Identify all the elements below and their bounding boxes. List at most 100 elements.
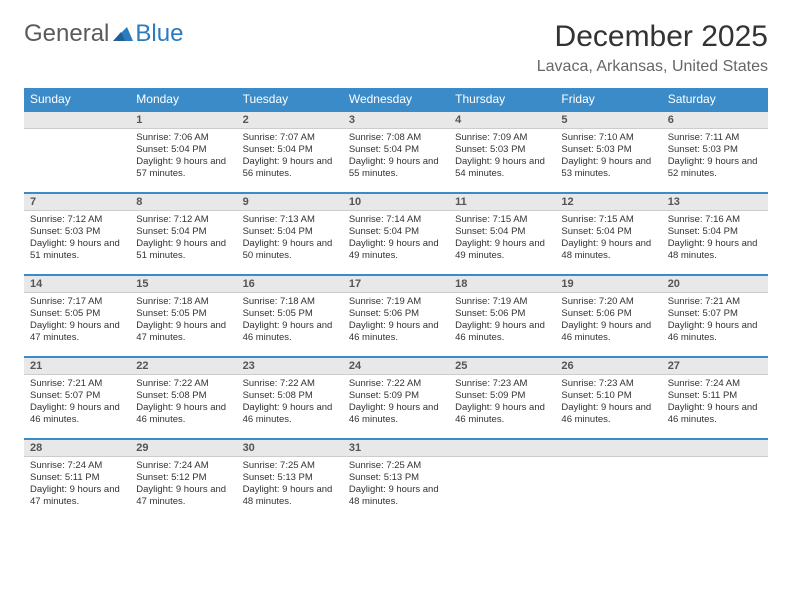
day-number: 28 [24, 440, 130, 457]
calendar-day-cell: 5Sunrise: 7:10 AMSunset: 5:03 PMDaylight… [555, 111, 661, 193]
day-details: Sunrise: 7:11 AMSunset: 5:03 PMDaylight:… [662, 129, 768, 186]
day-number: 30 [237, 440, 343, 457]
calendar-day-cell: 28Sunrise: 7:24 AMSunset: 5:11 PMDayligh… [24, 439, 130, 521]
calendar-day-cell: 22Sunrise: 7:22 AMSunset: 5:08 PMDayligh… [130, 357, 236, 439]
day-details: Sunrise: 7:22 AMSunset: 5:08 PMDaylight:… [237, 375, 343, 432]
day-number: 26 [555, 358, 661, 375]
day-number: 5 [555, 112, 661, 129]
day-details: Sunrise: 7:24 AMSunset: 5:11 PMDaylight:… [662, 375, 768, 432]
day-details: Sunrise: 7:25 AMSunset: 5:13 PMDaylight:… [343, 457, 449, 514]
day-number: 3 [343, 112, 449, 129]
brand-text-blue: Blue [135, 20, 183, 48]
day-number: 10 [343, 194, 449, 211]
day-details: Sunrise: 7:22 AMSunset: 5:09 PMDaylight:… [343, 375, 449, 432]
calendar-day-cell: 16Sunrise: 7:18 AMSunset: 5:05 PMDayligh… [237, 275, 343, 357]
calendar-day-cell: 15Sunrise: 7:18 AMSunset: 5:05 PMDayligh… [130, 275, 236, 357]
day-number: 19 [555, 276, 661, 293]
day-number-empty [24, 112, 130, 129]
calendar-day-cell: 20Sunrise: 7:21 AMSunset: 5:07 PMDayligh… [662, 275, 768, 357]
weekday-header: Friday [555, 88, 661, 111]
calendar-day-cell [662, 439, 768, 521]
brand-text-general: General [24, 20, 109, 48]
weekday-header: Thursday [449, 88, 555, 111]
calendar-day-cell: 30Sunrise: 7:25 AMSunset: 5:13 PMDayligh… [237, 439, 343, 521]
day-details: Sunrise: 7:18 AMSunset: 5:05 PMDaylight:… [130, 293, 236, 350]
calendar-week-row: 21Sunrise: 7:21 AMSunset: 5:07 PMDayligh… [24, 357, 768, 439]
calendar-day-cell: 2Sunrise: 7:07 AMSunset: 5:04 PMDaylight… [237, 111, 343, 193]
day-details: Sunrise: 7:12 AMSunset: 5:03 PMDaylight:… [24, 211, 130, 268]
calendar-day-cell [24, 111, 130, 193]
calendar-day-cell: 1Sunrise: 7:06 AMSunset: 5:04 PMDaylight… [130, 111, 236, 193]
calendar-table: SundayMondayTuesdayWednesdayThursdayFrid… [24, 88, 768, 521]
day-details: Sunrise: 7:24 AMSunset: 5:11 PMDaylight:… [24, 457, 130, 514]
calendar-header-row: SundayMondayTuesdayWednesdayThursdayFrid… [24, 88, 768, 111]
day-number: 14 [24, 276, 130, 293]
calendar-week-row: 14Sunrise: 7:17 AMSunset: 5:05 PMDayligh… [24, 275, 768, 357]
calendar-day-cell: 13Sunrise: 7:16 AMSunset: 5:04 PMDayligh… [662, 193, 768, 275]
day-number: 8 [130, 194, 236, 211]
day-number-empty [449, 440, 555, 457]
day-details: Sunrise: 7:18 AMSunset: 5:05 PMDaylight:… [237, 293, 343, 350]
day-number: 27 [662, 358, 768, 375]
weekday-header: Sunday [24, 88, 130, 111]
calendar-day-cell: 11Sunrise: 7:15 AMSunset: 5:04 PMDayligh… [449, 193, 555, 275]
calendar-day-cell: 21Sunrise: 7:21 AMSunset: 5:07 PMDayligh… [24, 357, 130, 439]
title-block: December 2025 Lavaca, Arkansas, United S… [537, 20, 768, 76]
calendar-day-cell: 8Sunrise: 7:12 AMSunset: 5:04 PMDaylight… [130, 193, 236, 275]
calendar-day-cell: 14Sunrise: 7:17 AMSunset: 5:05 PMDayligh… [24, 275, 130, 357]
calendar-day-cell: 18Sunrise: 7:19 AMSunset: 5:06 PMDayligh… [449, 275, 555, 357]
day-details: Sunrise: 7:08 AMSunset: 5:04 PMDaylight:… [343, 129, 449, 186]
calendar-day-cell: 26Sunrise: 7:23 AMSunset: 5:10 PMDayligh… [555, 357, 661, 439]
calendar-day-cell: 29Sunrise: 7:24 AMSunset: 5:12 PMDayligh… [130, 439, 236, 521]
calendar-day-cell: 27Sunrise: 7:24 AMSunset: 5:11 PMDayligh… [662, 357, 768, 439]
day-details: Sunrise: 7:17 AMSunset: 5:05 PMDaylight:… [24, 293, 130, 350]
calendar-day-cell: 9Sunrise: 7:13 AMSunset: 5:04 PMDaylight… [237, 193, 343, 275]
day-details: Sunrise: 7:13 AMSunset: 5:04 PMDaylight:… [237, 211, 343, 268]
weekday-header: Monday [130, 88, 236, 111]
day-details: Sunrise: 7:09 AMSunset: 5:03 PMDaylight:… [449, 129, 555, 186]
day-number: 12 [555, 194, 661, 211]
day-number: 6 [662, 112, 768, 129]
calendar-day-cell: 23Sunrise: 7:22 AMSunset: 5:08 PMDayligh… [237, 357, 343, 439]
day-details: Sunrise: 7:06 AMSunset: 5:04 PMDaylight:… [130, 129, 236, 186]
day-number: 25 [449, 358, 555, 375]
day-details: Sunrise: 7:20 AMSunset: 5:06 PMDaylight:… [555, 293, 661, 350]
day-details: Sunrise: 7:10 AMSunset: 5:03 PMDaylight:… [555, 129, 661, 186]
calendar-day-cell: 6Sunrise: 7:11 AMSunset: 5:03 PMDaylight… [662, 111, 768, 193]
calendar-week-row: 28Sunrise: 7:24 AMSunset: 5:11 PMDayligh… [24, 439, 768, 521]
calendar-day-cell: 10Sunrise: 7:14 AMSunset: 5:04 PMDayligh… [343, 193, 449, 275]
day-details: Sunrise: 7:14 AMSunset: 5:04 PMDaylight:… [343, 211, 449, 268]
day-number: 24 [343, 358, 449, 375]
day-number-empty [662, 440, 768, 457]
day-details: Sunrise: 7:21 AMSunset: 5:07 PMDaylight:… [662, 293, 768, 350]
day-details: Sunrise: 7:19 AMSunset: 5:06 PMDaylight:… [449, 293, 555, 350]
calendar-week-row: 1Sunrise: 7:06 AMSunset: 5:04 PMDaylight… [24, 111, 768, 193]
day-number: 22 [130, 358, 236, 375]
day-details: Sunrise: 7:15 AMSunset: 5:04 PMDaylight:… [449, 211, 555, 268]
day-number: 23 [237, 358, 343, 375]
day-number: 1 [130, 112, 236, 129]
day-details: Sunrise: 7:15 AMSunset: 5:04 PMDaylight:… [555, 211, 661, 268]
day-details: Sunrise: 7:12 AMSunset: 5:04 PMDaylight:… [130, 211, 236, 268]
day-number: 21 [24, 358, 130, 375]
calendar-page: General Blue December 2025 Lavaca, Arkan… [0, 0, 792, 541]
day-number: 2 [237, 112, 343, 129]
day-details: Sunrise: 7:21 AMSunset: 5:07 PMDaylight:… [24, 375, 130, 432]
day-details: Sunrise: 7:22 AMSunset: 5:08 PMDaylight:… [130, 375, 236, 432]
day-number: 31 [343, 440, 449, 457]
day-number: 4 [449, 112, 555, 129]
day-number: 29 [130, 440, 236, 457]
weekday-header: Wednesday [343, 88, 449, 111]
calendar-day-cell: 7Sunrise: 7:12 AMSunset: 5:03 PMDaylight… [24, 193, 130, 275]
calendar-day-cell [449, 439, 555, 521]
day-number: 13 [662, 194, 768, 211]
day-number: 9 [237, 194, 343, 211]
calendar-day-cell: 17Sunrise: 7:19 AMSunset: 5:06 PMDayligh… [343, 275, 449, 357]
weekday-header: Tuesday [237, 88, 343, 111]
day-number: 18 [449, 276, 555, 293]
day-number: 15 [130, 276, 236, 293]
calendar-day-cell: 4Sunrise: 7:09 AMSunset: 5:03 PMDaylight… [449, 111, 555, 193]
day-number: 17 [343, 276, 449, 293]
day-number: 20 [662, 276, 768, 293]
day-details: Sunrise: 7:19 AMSunset: 5:06 PMDaylight:… [343, 293, 449, 350]
